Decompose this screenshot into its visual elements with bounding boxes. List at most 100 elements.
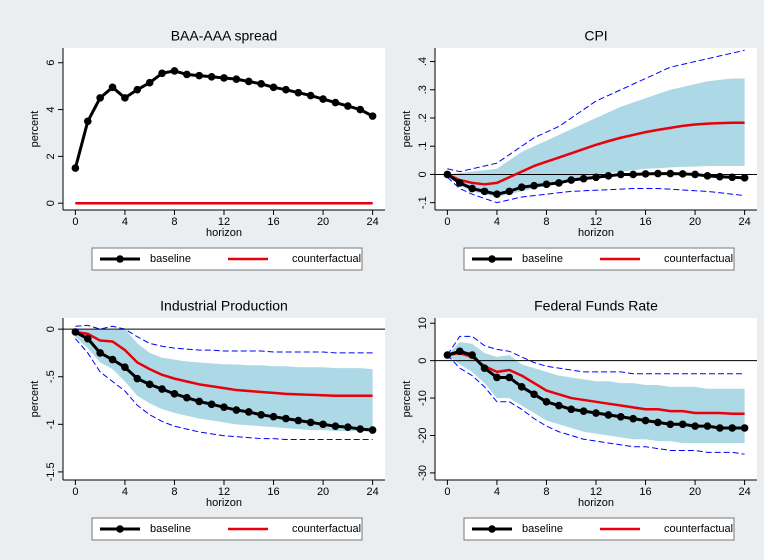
series-marker [579, 407, 588, 415]
y-tick-label: 0 [45, 200, 57, 206]
series-marker [158, 385, 166, 393]
series-marker [71, 164, 80, 172]
y-tick-label: -1.5 [45, 462, 57, 481]
x-tick-label: 24 [738, 216, 750, 228]
series-marker [244, 408, 253, 416]
legend-box [463, 247, 735, 271]
series-marker [493, 190, 501, 198]
x-tick-label: 12 [218, 486, 230, 498]
y-tick-label: 0 [417, 358, 429, 364]
series-marker [666, 420, 675, 429]
y-tick-label: 0 [417, 171, 429, 177]
series-marker [629, 170, 637, 179]
series-marker [257, 411, 265, 419]
series-marker [468, 184, 476, 193]
x-axis-label: horizon [578, 497, 614, 509]
x-tick-label: 0 [444, 216, 450, 228]
legend-label: counterfactual [664, 523, 733, 535]
y-tick-label: 4 [45, 107, 57, 113]
series-marker [555, 179, 563, 187]
series-marker [207, 72, 216, 81]
x-tick-label: 8 [543, 486, 549, 498]
y-tick-label: 10 [417, 317, 429, 329]
chart-title: CPI [584, 28, 607, 44]
x-tick-label: 12 [218, 216, 230, 228]
series-marker [654, 169, 662, 178]
series-marker [592, 173, 600, 182]
series-marker [629, 414, 637, 423]
y-axis-label: percent [401, 111, 413, 148]
series-line [447, 351, 745, 416]
y-tick-label: 6 [45, 60, 57, 66]
legend-marker [116, 525, 124, 533]
series-marker [220, 74, 228, 82]
series-marker [468, 351, 476, 359]
series-marker [96, 349, 104, 357]
series-marker [207, 400, 216, 409]
chart-title: Federal Funds Rate [534, 298, 658, 314]
x-tick-label: 20 [317, 216, 329, 228]
series-marker [319, 420, 327, 429]
series-marker [195, 71, 204, 80]
series-marker [691, 170, 699, 179]
series-marker [96, 94, 104, 102]
x-tick-label: 20 [317, 486, 329, 498]
series-marker [331, 98, 340, 107]
series-marker [616, 170, 625, 179]
series-marker [121, 363, 129, 372]
series-marker [195, 397, 204, 406]
series-marker [616, 412, 625, 421]
series-marker [368, 426, 377, 434]
series-marker [555, 401, 563, 410]
legend-box [91, 517, 363, 541]
series-marker [319, 95, 327, 103]
series-marker [517, 383, 526, 391]
series-marker [654, 418, 662, 427]
x-tick-label: 16 [639, 216, 651, 228]
series-marker [517, 183, 526, 191]
legend-label: counterfactual [292, 523, 361, 535]
x-tick-label: 16 [267, 486, 279, 498]
y-tick-label: -.1 [417, 196, 429, 209]
series-marker [530, 181, 538, 190]
series-marker [269, 412, 278, 421]
series-marker [480, 187, 489, 196]
series-marker [728, 424, 737, 432]
series-marker [443, 170, 452, 179]
series-marker [455, 347, 464, 356]
series-marker [567, 405, 576, 414]
chart-title: BAA-AAA spread [171, 28, 278, 44]
series-marker [641, 416, 650, 425]
x-tick-label: 4 [122, 486, 128, 498]
series-marker [158, 69, 166, 78]
series-marker [344, 102, 352, 110]
series-marker [443, 351, 452, 359]
x-tick-label: 0 [444, 486, 450, 498]
series-marker [232, 75, 241, 83]
x-tick-label: 16 [639, 486, 651, 498]
series-marker [356, 425, 365, 433]
legend-marker [488, 525, 496, 533]
x-tick-label: 4 [494, 216, 500, 228]
legend-label: baseline [522, 253, 563, 265]
series-marker [83, 117, 92, 126]
series-marker [71, 328, 80, 336]
series-marker [344, 423, 352, 431]
series-marker [294, 88, 303, 97]
confidence-band [447, 78, 745, 198]
series-marker [542, 180, 551, 189]
y-tick-label: .1 [417, 142, 429, 151]
bound-line [446, 335, 745, 375]
series-marker [368, 112, 377, 120]
series-marker [220, 403, 228, 411]
x-tick-label: 20 [689, 486, 701, 498]
x-tick-label: 4 [122, 216, 128, 228]
bound-line [447, 49, 745, 173]
series-marker [170, 67, 179, 75]
series-marker [740, 174, 749, 182]
series-marker [728, 173, 737, 182]
legend-box [463, 517, 735, 541]
series-marker [641, 170, 650, 178]
y-tick-label: 2 [45, 153, 57, 159]
